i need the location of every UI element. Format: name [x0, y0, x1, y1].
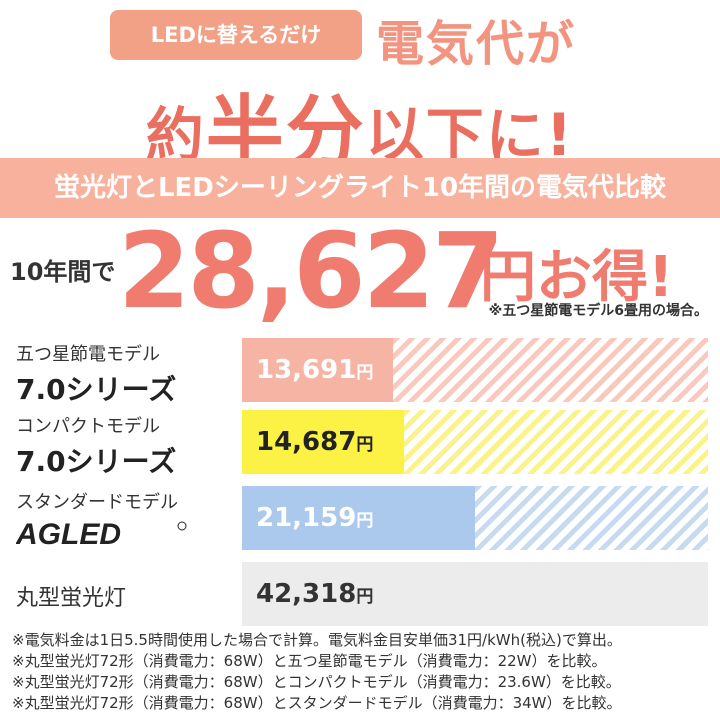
chart-row: 丸型蛍光灯 42,318円 — [0, 562, 720, 626]
bar-value-label: 42,318円 — [256, 562, 373, 626]
category-label-top: 五つ星節電モデル — [16, 344, 160, 365]
comparison-banner: 蛍光灯とLEDシーリングライト10年間の電気代比較 — [0, 158, 720, 218]
category-label-top: コンパクトモデル — [16, 416, 160, 437]
category-label-single: 丸型蛍光灯 — [16, 586, 127, 611]
hero-line2-post: 以下に! — [365, 101, 575, 169]
hero-line1: 電気代が — [376, 16, 577, 72]
bar-value-number: 13,691 — [256, 355, 357, 385]
bar-value-label: 13,691円 — [256, 338, 373, 402]
bar-remainder-stripes — [393, 338, 708, 402]
bar-value-unit: 円 — [356, 511, 374, 531]
bar-track: 14,687円 — [242, 410, 708, 474]
bar-value-number: 21,159 — [256, 503, 357, 533]
total-note: ※五つ星節電モデル6畳用の場合。 — [488, 303, 708, 319]
chart-row: コンパクトモデル 7.0シリーズ 14,687円 — [0, 410, 720, 478]
total-suffix: 円お得! — [480, 245, 674, 310]
bar-value-number: 14,687 — [256, 427, 357, 457]
footnote: ※電気料金は1日5.5時間使用した場合で計算。電気料金目安単価31円/kWh(税… — [12, 631, 622, 649]
footnote: ※丸型蛍光灯72形（消費電力：68W）とスタンダードモデル（消費電力：34W）を… — [12, 694, 622, 712]
category-label-bottom: 7.0シリーズ — [16, 373, 177, 406]
bar-remainder-stripes — [404, 410, 708, 474]
agled-logo-text: AGLED — [16, 520, 121, 546]
bar — [242, 486, 475, 550]
bar-value-number: 42,318 — [256, 579, 357, 609]
category-label: コンパクトモデル 7.0シリーズ — [16, 412, 216, 480]
category-label-top: スタンダードモデル — [16, 492, 178, 513]
total-amount: 28,627 — [118, 210, 504, 332]
bar-value-label: 14,687円 — [256, 410, 373, 474]
footnote: ※丸型蛍光灯72形（消費電力：68W）と五つ星節電モデル（消費電力：22W）を比… — [12, 652, 607, 670]
hero-headline: LEDに替えるだけ 電気代が 約半分以下に! — [0, 0, 720, 178]
chart-row: 五つ星節電モデル 7.0シリーズ 13,691円 — [0, 338, 720, 406]
total-prefix: 10年間で — [10, 258, 116, 286]
hero-line2-pre: 約 — [145, 101, 206, 169]
bar-value-label: 21,159円 — [256, 486, 373, 550]
bar-value-unit: 円 — [356, 363, 374, 383]
registered-mark-icon — [177, 521, 187, 531]
bar-value-unit: 円 — [356, 587, 374, 607]
category-label: 丸型蛍光灯 — [16, 564, 216, 612]
footnotes: ※電気料金は1日5.5時間使用した場合で計算。電気料金目安単価31円/kWh(税… — [12, 630, 716, 714]
category-label-bottom: 7.0シリーズ — [16, 445, 177, 478]
bar-remainder-stripes — [475, 486, 708, 550]
bar-value-unit: 円 — [356, 435, 374, 455]
hero-line2: 約半分以下に! — [0, 70, 720, 182]
category-label: 五つ星節電モデル 7.0シリーズ — [16, 340, 216, 408]
category-label: スタンダードモデル AGLED — [16, 488, 216, 546]
bar — [242, 562, 708, 626]
bar — [242, 410, 404, 474]
footnote: ※丸型蛍光灯72形（消費電力：68W）とコンパクトモデル（消費電力：23.6W）… — [12, 673, 621, 691]
chart-row: スタンダードモデル AGLED 21,159円 — [0, 486, 720, 550]
bar — [242, 338, 393, 402]
bar-track: 42,318円 — [242, 562, 708, 626]
hero-badge: LEDに替えるだけ — [110, 10, 362, 60]
bar-track: 21,159円 — [242, 486, 708, 550]
bar-track: 13,691円 — [242, 338, 708, 402]
agled-logo: AGLED — [16, 520, 187, 546]
